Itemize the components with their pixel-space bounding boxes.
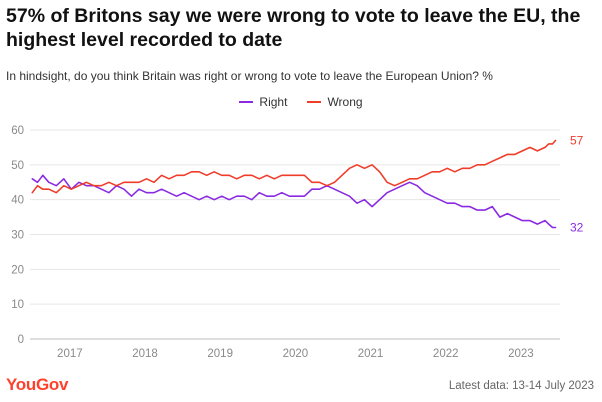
label-layer: 0 10 20 30 40 50 60 2017 2018 2019 2020 2021 2022 202… bbox=[11, 125, 583, 360]
end-label-right: 32 bbox=[570, 221, 584, 235]
x-tick-label: 2021 bbox=[358, 348, 384, 360]
latest-data-note: Latest data: 13-14 July 2023 bbox=[448, 380, 594, 392]
legend-label-right: Right bbox=[259, 95, 288, 109]
grid-layer bbox=[30, 129, 560, 340]
series-layer bbox=[31, 139, 557, 229]
chart-subtitle: In hindsight, do you think Britain was r… bbox=[6, 69, 493, 83]
legend-swatch-right bbox=[239, 101, 254, 103]
x-tick-label: 2020 bbox=[283, 348, 309, 360]
yougov-logo: YouGov bbox=[6, 375, 69, 394]
legend-swatch-wrong bbox=[307, 101, 322, 103]
legend: Right Wrong bbox=[0, 95, 602, 109]
x-tick-label: 2019 bbox=[207, 348, 233, 360]
chart-title: 57% of Britons say we were wrong to vote… bbox=[6, 5, 581, 51]
y-tick-label: 0 bbox=[18, 334, 24, 346]
y-tick-label: 20 bbox=[11, 264, 24, 276]
x-tick-label: 2017 bbox=[57, 348, 83, 360]
legend-item-right: Right bbox=[239, 95, 287, 109]
y-tick-label: 30 bbox=[11, 230, 24, 242]
series-line-wrong bbox=[31, 139, 557, 194]
y-tick-label: 40 bbox=[11, 195, 24, 207]
x-tick-label: 2018 bbox=[132, 348, 158, 360]
legend-label-wrong: Wrong bbox=[327, 95, 363, 109]
y-tick-label: 50 bbox=[11, 160, 24, 172]
end-label-wrong: 57 bbox=[570, 133, 584, 147]
x-tick-label: 2023 bbox=[508, 348, 534, 360]
x-tick-label: 2022 bbox=[433, 348, 459, 360]
y-tick-label: 60 bbox=[11, 125, 24, 137]
y-tick-label: 10 bbox=[11, 299, 24, 311]
legend-item-wrong: Wrong bbox=[307, 95, 363, 109]
